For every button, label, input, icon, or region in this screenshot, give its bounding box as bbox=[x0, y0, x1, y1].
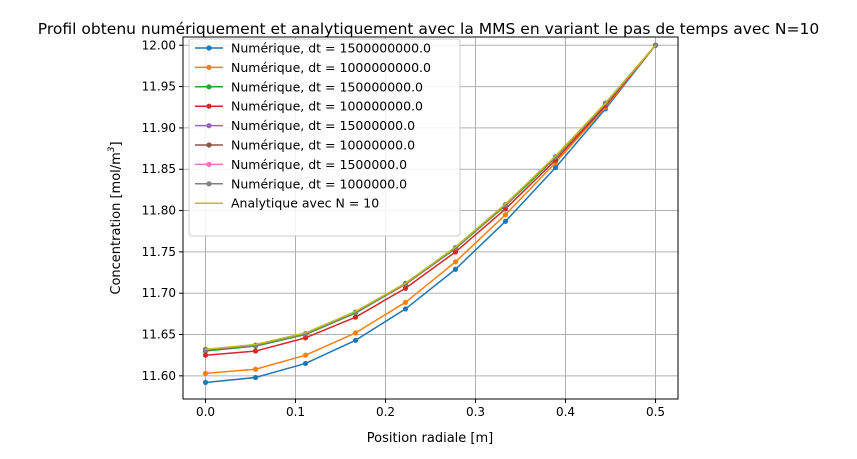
series-9 bbox=[205, 44, 657, 351]
series-line bbox=[205, 44, 657, 375]
legend-marker bbox=[206, 161, 212, 167]
x-tick-label: 0.3 bbox=[466, 405, 485, 419]
y-tick-label: 11.65 bbox=[142, 328, 176, 342]
data-point bbox=[252, 348, 259, 354]
data-point bbox=[352, 330, 359, 336]
legend-entry: Analytique avec N = 10 bbox=[195, 196, 379, 211]
x-tick-label: 0.5 bbox=[646, 405, 665, 419]
data-point bbox=[352, 337, 359, 343]
data-point bbox=[402, 306, 409, 312]
series-layer bbox=[202, 42, 659, 386]
legend-marker bbox=[206, 103, 212, 109]
chart-title: Profil obtenu numériquement et analytiqu… bbox=[38, 20, 819, 38]
data-point bbox=[502, 218, 509, 224]
series-line bbox=[205, 44, 657, 356]
legend-label: Numérique, dt = 10000000.0 bbox=[231, 138, 415, 153]
y-axis-label-main: Concentration [mol/m bbox=[109, 152, 124, 294]
legend-label: Numérique, dt = 1000000000.0 bbox=[231, 60, 431, 75]
x-axis-ticks: 0.0 0.1 0.2 0.3 0.4 0.5 bbox=[196, 399, 665, 419]
legend-entry: Numérique, dt = 15000000.0 bbox=[195, 118, 415, 133]
axes bbox=[182, 36, 679, 400]
legend-label: Numérique, dt = 1500000000.0 bbox=[231, 41, 431, 56]
data-point bbox=[402, 285, 409, 291]
x-tick-label: 0.2 bbox=[376, 405, 395, 419]
x-axis-label: Position radiale [m] bbox=[367, 431, 493, 446]
data-point bbox=[302, 360, 309, 367]
legend-label: Analytique avec N = 10 bbox=[231, 196, 379, 211]
legend-entry: Numérique, dt = 1000000000.0 bbox=[195, 60, 431, 75]
data-point bbox=[402, 299, 409, 305]
legend-entry: Numérique, dt = 1500000000.0 bbox=[195, 41, 431, 56]
data-point bbox=[452, 266, 459, 272]
legend-marker bbox=[206, 142, 212, 148]
legend-marker bbox=[206, 181, 212, 187]
legend-label: Numérique, dt = 150000000.0 bbox=[231, 79, 423, 94]
y-tick-label: 11.95 bbox=[142, 80, 176, 94]
data-point bbox=[352, 314, 359, 320]
data-point bbox=[202, 346, 209, 353]
x-tick-label: 0.4 bbox=[556, 405, 575, 419]
legend-marker bbox=[206, 64, 212, 70]
legend-box bbox=[188, 38, 461, 237]
data-point bbox=[502, 206, 509, 212]
legend-entry: Numérique, dt = 10000000.0 bbox=[195, 138, 415, 153]
x-tick-label: 0.1 bbox=[286, 405, 305, 419]
series-line bbox=[205, 44, 657, 351]
legend-marker bbox=[206, 84, 212, 90]
legend-marker bbox=[206, 45, 212, 51]
x-tick-label: 0.0 bbox=[196, 405, 215, 419]
legend-label: Numérique, dt = 100000000.0 bbox=[231, 99, 423, 114]
y-tick-label: 12.00 bbox=[142, 38, 176, 52]
y-tick-label: 11.80 bbox=[142, 204, 176, 218]
data-point bbox=[202, 370, 209, 376]
y-axis-label-end: ] bbox=[109, 141, 124, 146]
y-axis-ticks: 11.60 11.65 11.70 11.75 11.80 11.85 11.90 11.95… bbox=[142, 38, 183, 383]
series-line bbox=[205, 44, 657, 384]
legend-entry: Numérique, dt = 1500000.0 bbox=[195, 157, 407, 172]
plot-frame bbox=[182, 36, 679, 400]
y-tick-label: 11.70 bbox=[142, 286, 176, 300]
data-point bbox=[452, 259, 459, 265]
legend: Numérique, dt = 1500000000.0 Numérique, d… bbox=[188, 38, 461, 237]
data-point bbox=[502, 212, 509, 218]
y-axis-label-superscript: 3 bbox=[107, 146, 117, 152]
data-point bbox=[202, 379, 209, 386]
legend-entry: Numérique, dt = 1000000.0 bbox=[195, 176, 407, 191]
data-point bbox=[302, 335, 309, 341]
series-1 bbox=[202, 42, 659, 386]
y-tick-label: 11.85 bbox=[142, 162, 176, 176]
y-tick-label: 11.90 bbox=[142, 121, 176, 135]
y-tick-label: 11.60 bbox=[142, 369, 176, 383]
data-point bbox=[452, 249, 459, 255]
data-point bbox=[252, 374, 259, 381]
legend-label: Numérique, dt = 1500000.0 bbox=[231, 157, 407, 172]
legend-label: Numérique, dt = 1000000.0 bbox=[231, 176, 407, 191]
y-axis-label: Concentration [mol/m3] bbox=[107, 141, 124, 294]
y-tick-label: 11.75 bbox=[142, 245, 176, 259]
legend-label: Numérique, dt = 15000000.0 bbox=[231, 118, 415, 133]
data-point bbox=[252, 366, 259, 372]
legend-entry: Numérique, dt = 100000000.0 bbox=[195, 99, 423, 114]
legend-marker bbox=[206, 123, 212, 129]
data-point bbox=[202, 352, 209, 358]
data-point bbox=[552, 164, 559, 171]
legend-entry: Numérique, dt = 150000000.0 bbox=[195, 79, 423, 94]
data-point bbox=[302, 352, 309, 358]
